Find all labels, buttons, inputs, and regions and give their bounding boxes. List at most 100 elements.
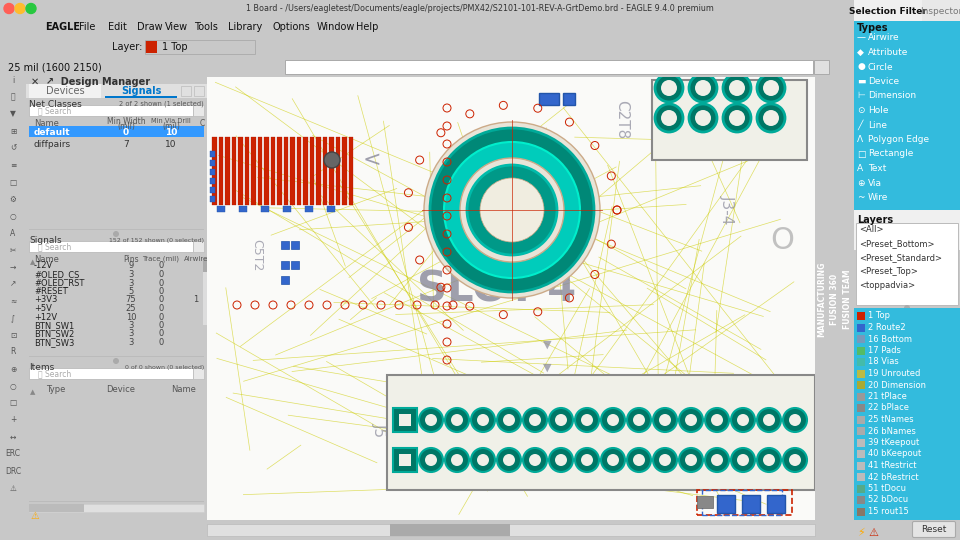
Text: Selection Filter: Selection Filter [849,6,927,16]
Circle shape [729,110,745,126]
Text: ▬: ▬ [857,77,866,86]
Text: ▼: ▼ [542,340,551,350]
Bar [271,137,275,205]
Bar [316,137,321,205]
Bar [277,137,281,205]
Text: 0: 0 [158,295,163,305]
Bar [210,187,215,193]
Text: BTN_SW2: BTN_SW2 [34,329,74,339]
Bar [203,258,207,272]
Circle shape [789,414,801,426]
Bar [348,137,353,205]
Bar [857,427,865,435]
Bar [814,60,829,74]
Text: <Preset_Standard>: <Preset_Standard> [859,253,942,262]
Circle shape [445,408,469,432]
Circle shape [655,74,683,102]
Bar [335,137,340,205]
Circle shape [477,414,489,426]
Text: ≡: ≡ [10,160,16,170]
Text: DRC: DRC [5,467,21,476]
Circle shape [575,448,599,472]
Circle shape [661,80,677,96]
Text: (mil): (mil) [162,122,180,131]
Bar [29,356,204,357]
Text: +12V: +12V [34,313,58,321]
Bar [323,137,327,205]
Bar [231,137,236,205]
Text: 21 tPlace: 21 tPlace [868,392,907,401]
Circle shape [444,142,580,278]
Circle shape [661,110,677,126]
Text: ⊕: ⊕ [10,364,16,374]
Circle shape [460,158,564,262]
Circle shape [689,74,717,102]
Bar [697,490,792,515]
Text: 0: 0 [158,304,163,313]
Bar [309,137,314,205]
Bar [303,137,307,205]
Text: +: + [10,415,16,424]
Bar [857,404,865,412]
Text: MANUFACTURING: MANUFACTURING [817,261,826,336]
Bar [29,84,101,98]
Text: A: A [11,228,15,238]
Text: ⚡: ⚡ [857,528,865,538]
Bar [225,137,229,205]
Text: Signals: Signals [121,86,161,96]
Bar [857,323,865,332]
Bar [854,0,922,21]
Bar [210,160,215,166]
Text: Help: Help [356,22,378,32]
Text: 9: 9 [129,261,133,271]
Circle shape [497,448,521,472]
Text: FUSION 360: FUSION 360 [830,273,839,325]
Text: Device: Device [107,384,135,394]
FancyBboxPatch shape [913,522,955,537]
Text: Rectangle: Rectangle [868,150,913,159]
Bar [291,241,299,249]
Circle shape [763,414,775,426]
Text: ◆: ◆ [857,48,864,57]
Circle shape [424,122,600,298]
Circle shape [471,408,495,432]
Text: Device: Device [868,77,900,86]
Text: 0: 0 [158,279,163,287]
Circle shape [627,448,651,472]
Circle shape [757,408,781,432]
Bar [239,206,247,212]
Text: Pins: Pins [123,254,139,264]
Text: Text: Text [868,164,886,173]
Bar [219,137,223,205]
Circle shape [419,448,443,472]
Text: #OLED_RST: #OLED_RST [34,279,84,287]
Bar [857,508,865,516]
Text: C5T2: C5T2 [251,239,263,271]
Bar [145,41,157,53]
Text: -12V: -12V [34,261,53,271]
Text: 25: 25 [126,304,136,313]
Circle shape [601,408,625,432]
Circle shape [679,408,703,432]
Circle shape [15,3,25,14]
Bar [285,60,813,74]
Bar [29,105,193,116]
Bar [203,259,207,325]
Text: 20 Dimension: 20 Dimension [868,381,926,389]
Text: ○: ○ [10,212,16,220]
Text: J3-4: J3-4 [719,195,734,225]
Bar [854,308,960,520]
Text: 40 bKeepout: 40 bKeepout [868,449,922,458]
Text: i: i [12,76,14,84]
Circle shape [627,408,651,432]
Bar [29,501,204,502]
Circle shape [737,454,749,466]
Bar [290,137,295,205]
Bar [283,206,291,212]
Bar [717,495,735,513]
Text: >: > [397,380,417,400]
Text: →: → [10,262,16,272]
Text: ⊢: ⊢ [857,91,865,100]
Text: File: File [79,22,95,32]
Bar [393,408,417,432]
